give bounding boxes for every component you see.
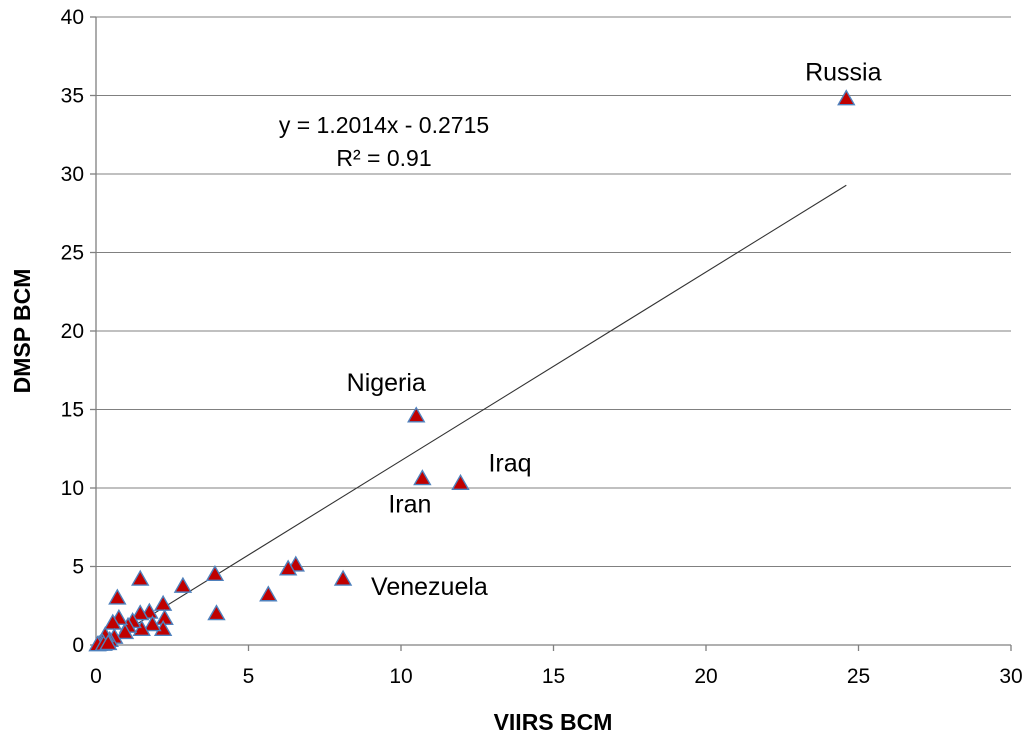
data-point-nigeria <box>407 406 426 423</box>
x-tick-label: 25 <box>847 665 870 688</box>
y-tick-label: 30 <box>61 163 84 186</box>
point-label-russia: Russia <box>805 59 882 87</box>
x-tick-label: 30 <box>999 665 1022 688</box>
y-tick-labels: 0 5 10 15 20 25 30 35 40 <box>61 6 96 657</box>
data-point <box>131 569 150 586</box>
x-tick-labels: 0 5 10 15 20 25 30 <box>90 645 1023 688</box>
data-point <box>278 559 298 576</box>
data-point <box>259 585 278 602</box>
data-point <box>207 604 226 621</box>
point-labels: Russia Nigeria Iraq Iran Venezuela <box>347 59 882 601</box>
data-point <box>131 604 150 621</box>
point-label-venezuela: Venezuela <box>371 573 488 601</box>
data-point <box>108 588 127 605</box>
x-tick-label: 20 <box>694 665 717 688</box>
data-point <box>155 608 174 626</box>
y-tick-label: 20 <box>61 320 84 343</box>
data-point <box>205 564 225 582</box>
point-label-iran: Iran <box>388 491 431 519</box>
data-point <box>98 634 118 651</box>
point-label-iraq: Iraq <box>488 449 531 477</box>
y-tick-label: 25 <box>61 242 84 265</box>
y-tick-label: 40 <box>61 6 84 29</box>
data-point-venezuela <box>333 569 353 586</box>
y-tick-label: 0 <box>72 634 84 657</box>
y-axis-title: DMSP BCM <box>9 269 35 394</box>
x-axis-title: VIIRS BCM <box>494 709 613 735</box>
r-squared-label: R² = 0.91 <box>336 145 431 171</box>
x-tick-label: 5 <box>243 665 255 688</box>
y-tick-label: 15 <box>61 399 84 422</box>
point-label-nigeria: Nigeria <box>347 369 426 397</box>
trendline-equation: y = 1.2014x - 0.2715 <box>279 112 489 138</box>
data-point <box>103 613 122 630</box>
data-point-iran <box>413 469 432 486</box>
x-tick-label: 10 <box>389 665 412 688</box>
trendline <box>102 184 847 646</box>
y-tick-label: 5 <box>72 556 84 579</box>
x-tick-label: 15 <box>542 665 565 688</box>
data-point <box>153 594 173 611</box>
data-point-iraq <box>451 473 470 490</box>
trendline-group <box>102 184 847 646</box>
y-tick-label: 10 <box>61 477 84 500</box>
data-point <box>173 576 193 593</box>
data-point <box>115 623 135 640</box>
x-tick-label: 0 <box>90 665 102 688</box>
data-point <box>132 619 151 636</box>
gridlines <box>96 16 1011 567</box>
data-point <box>143 615 162 632</box>
data-points <box>88 89 856 652</box>
data-point-russia <box>837 89 856 106</box>
y-tick-label: 35 <box>61 85 84 108</box>
